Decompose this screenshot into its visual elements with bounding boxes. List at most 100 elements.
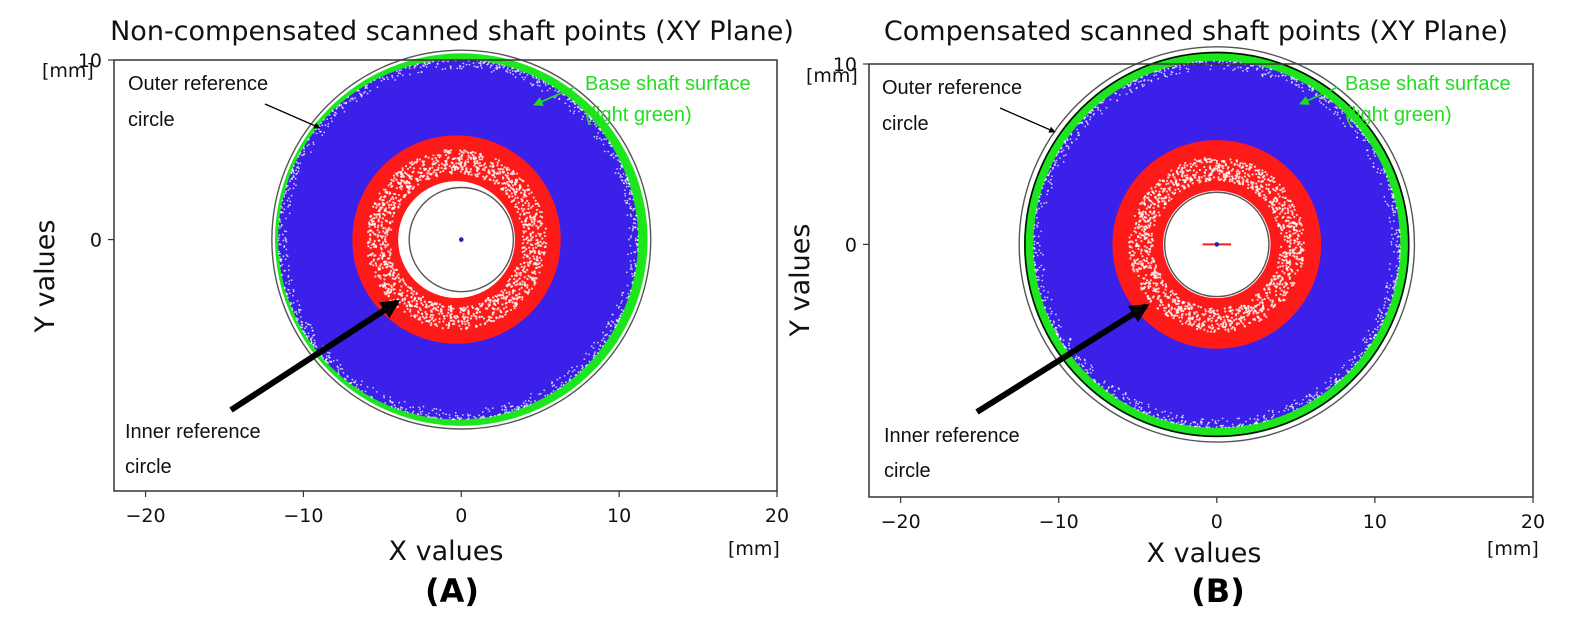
speckle [451, 169, 454, 172]
speckle [1292, 232, 1295, 235]
speckle [1393, 200, 1396, 203]
speckle [1187, 312, 1190, 315]
speckle [460, 320, 464, 323]
speckle [421, 315, 425, 318]
speckle [1180, 305, 1183, 308]
speckle [277, 237, 280, 239]
speckle [1146, 196, 1149, 200]
speckle [1040, 264, 1043, 267]
speckle [1163, 202, 1166, 206]
speckle [498, 63, 501, 66]
speckle [1147, 224, 1150, 227]
speckle [1147, 295, 1150, 298]
speckle [1165, 190, 1169, 193]
speckle [585, 112, 588, 115]
speckle [1180, 314, 1183, 317]
speckle [1285, 231, 1288, 235]
speckle [442, 314, 445, 318]
speckle [1203, 165, 1206, 169]
speckle [1351, 358, 1354, 361]
speckle [502, 291, 505, 294]
speckle [1137, 402, 1139, 405]
speckle [1080, 363, 1083, 366]
speckle [1114, 396, 1117, 399]
speckle [1252, 181, 1255, 184]
speckle [1377, 315, 1380, 318]
speckle [1144, 273, 1148, 277]
speckle [1230, 161, 1233, 164]
speckle [466, 160, 470, 164]
speckle [1273, 278, 1276, 281]
speckle [636, 239, 639, 242]
speckle [629, 198, 632, 201]
speckle [1143, 215, 1146, 219]
speckle [1289, 282, 1293, 285]
speckle [1195, 171, 1198, 174]
speckle [282, 255, 285, 258]
speckle [428, 167, 432, 170]
speckle [401, 74, 404, 77]
speckle [385, 274, 388, 277]
speckle [435, 323, 438, 326]
speckle [1140, 213, 1144, 216]
speckle [1278, 195, 1281, 198]
speckle [1151, 260, 1154, 263]
speckle [1388, 287, 1391, 290]
speckle [1185, 67, 1188, 70]
speckle [629, 205, 632, 208]
speckle [544, 242, 548, 245]
speckle [629, 213, 632, 216]
speckle [434, 156, 437, 160]
speckle [1098, 383, 1101, 386]
speckle [432, 171, 435, 174]
speckle [1246, 164, 1249, 167]
speckle [1211, 327, 1214, 330]
speckle [1384, 170, 1386, 173]
speckle [1325, 97, 1328, 99]
speckle [1242, 178, 1245, 181]
speckle [514, 196, 517, 200]
speckle [396, 74, 399, 77]
speckle [279, 265, 282, 267]
speckle [520, 71, 523, 74]
speckle [1046, 174, 1049, 177]
speckle [431, 308, 434, 311]
speckle [366, 254, 370, 257]
speckle [1281, 258, 1284, 262]
speckle [284, 237, 287, 239]
speckle [442, 163, 445, 167]
speckle [1183, 174, 1187, 177]
speckle [506, 411, 509, 414]
speckle [1255, 312, 1258, 315]
speckle [1283, 290, 1286, 293]
speckle [1180, 316, 1184, 319]
speckle [1256, 190, 1259, 193]
speckle [490, 316, 493, 319]
speckle [1145, 412, 1148, 415]
outer-band-speckles [1032, 60, 1401, 429]
speckle [391, 267, 394, 270]
speckle [377, 234, 380, 237]
speckle [318, 125, 321, 128]
speckle [413, 305, 417, 308]
speckle [295, 310, 298, 313]
speckle [378, 210, 381, 213]
speckle [1237, 322, 1241, 325]
speckle [1158, 214, 1161, 217]
speckle [381, 76, 384, 79]
speckle [1181, 322, 1184, 325]
speckle [401, 167, 404, 170]
speckle [513, 172, 516, 175]
speckle [1247, 309, 1251, 312]
speckle [1184, 305, 1187, 308]
speckle [296, 300, 299, 302]
speckle [295, 184, 297, 187]
speckle [406, 167, 409, 171]
speckle [1203, 171, 1206, 174]
speckle [1187, 70, 1189, 73]
speckle [1164, 74, 1166, 77]
speckle [1219, 316, 1222, 319]
speckle [369, 262, 373, 266]
speckle [1198, 325, 1201, 329]
speckle [1273, 210, 1277, 213]
